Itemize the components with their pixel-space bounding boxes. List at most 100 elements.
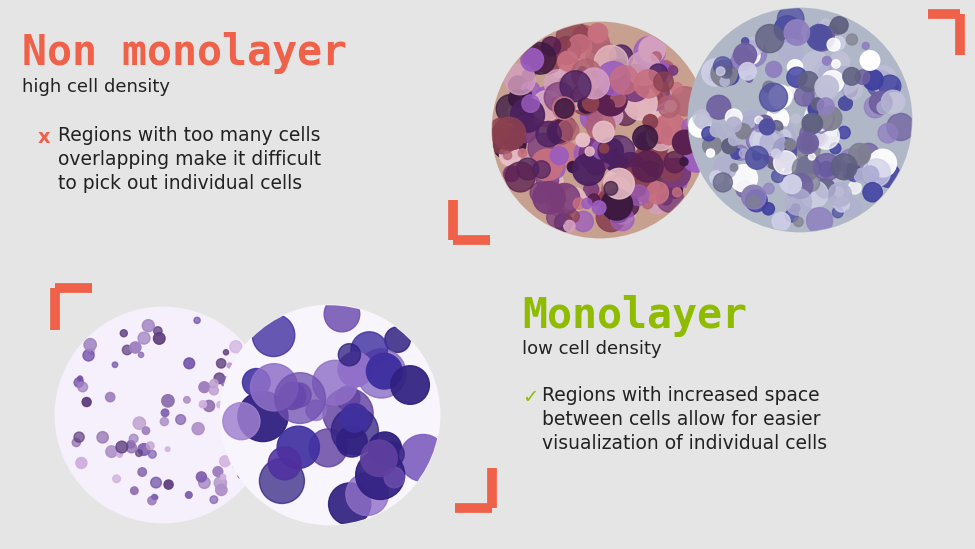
Circle shape <box>742 38 749 45</box>
Circle shape <box>151 477 161 488</box>
Circle shape <box>793 156 818 182</box>
Circle shape <box>517 158 538 180</box>
Circle shape <box>788 189 795 196</box>
Circle shape <box>831 66 859 94</box>
Circle shape <box>661 158 690 188</box>
Circle shape <box>138 468 146 477</box>
Circle shape <box>600 99 614 113</box>
Circle shape <box>815 88 837 109</box>
Circle shape <box>146 442 154 450</box>
Circle shape <box>702 127 716 141</box>
Circle shape <box>838 149 866 176</box>
Circle shape <box>732 48 754 70</box>
Circle shape <box>74 432 84 442</box>
Circle shape <box>618 139 636 156</box>
Circle shape <box>609 198 636 224</box>
Circle shape <box>799 71 818 92</box>
Circle shape <box>600 192 610 203</box>
Circle shape <box>160 418 169 425</box>
Circle shape <box>785 139 796 150</box>
Circle shape <box>786 209 799 222</box>
Circle shape <box>553 37 580 64</box>
Circle shape <box>576 133 590 147</box>
Circle shape <box>279 382 306 410</box>
Circle shape <box>772 212 790 231</box>
Circle shape <box>739 149 748 158</box>
Circle shape <box>194 317 200 323</box>
Circle shape <box>611 177 629 195</box>
Circle shape <box>815 178 835 198</box>
Circle shape <box>678 133 693 148</box>
Circle shape <box>741 41 766 66</box>
Circle shape <box>813 122 839 149</box>
Circle shape <box>259 458 304 503</box>
Circle shape <box>648 111 673 136</box>
Circle shape <box>592 139 611 159</box>
Circle shape <box>733 145 748 160</box>
Circle shape <box>610 92 626 107</box>
Circle shape <box>833 207 843 218</box>
Circle shape <box>640 76 669 105</box>
Circle shape <box>755 111 762 118</box>
Circle shape <box>530 182 551 203</box>
Circle shape <box>753 150 761 160</box>
Circle shape <box>766 108 789 130</box>
Circle shape <box>671 87 700 116</box>
Text: high cell density: high cell density <box>22 78 170 96</box>
Circle shape <box>654 72 674 92</box>
Circle shape <box>567 35 592 59</box>
Circle shape <box>251 363 297 411</box>
Circle shape <box>597 198 604 205</box>
Circle shape <box>818 106 841 130</box>
Circle shape <box>242 362 254 374</box>
Circle shape <box>760 131 785 156</box>
Circle shape <box>230 341 242 353</box>
Circle shape <box>828 183 851 206</box>
Circle shape <box>582 198 592 209</box>
Circle shape <box>815 76 838 99</box>
Circle shape <box>635 142 668 176</box>
Circle shape <box>722 138 737 154</box>
Circle shape <box>367 354 402 389</box>
Circle shape <box>827 168 835 175</box>
Circle shape <box>657 186 683 212</box>
Circle shape <box>790 176 798 183</box>
Circle shape <box>768 100 781 113</box>
Circle shape <box>742 48 753 58</box>
Text: Regions with too many cells: Regions with too many cells <box>58 126 321 145</box>
Circle shape <box>82 397 92 407</box>
Circle shape <box>808 153 815 160</box>
Circle shape <box>832 60 840 68</box>
Circle shape <box>535 133 543 141</box>
Circle shape <box>861 166 878 183</box>
Circle shape <box>488 125 518 154</box>
Circle shape <box>847 166 862 182</box>
Circle shape <box>567 161 578 172</box>
Circle shape <box>138 352 143 357</box>
Circle shape <box>164 480 174 489</box>
Circle shape <box>863 183 882 202</box>
Circle shape <box>192 423 204 435</box>
Circle shape <box>710 171 723 184</box>
Circle shape <box>560 78 566 85</box>
Circle shape <box>723 69 733 80</box>
Circle shape <box>648 120 671 143</box>
Circle shape <box>550 147 568 165</box>
Circle shape <box>152 495 157 500</box>
Circle shape <box>629 80 646 98</box>
Circle shape <box>213 467 223 477</box>
Circle shape <box>599 91 606 98</box>
Circle shape <box>879 105 886 112</box>
Circle shape <box>763 136 775 147</box>
Circle shape <box>56 307 271 523</box>
Circle shape <box>822 71 843 93</box>
Circle shape <box>199 477 210 489</box>
Circle shape <box>78 382 88 392</box>
Circle shape <box>757 161 767 171</box>
Circle shape <box>823 25 835 37</box>
Circle shape <box>587 111 597 121</box>
Circle shape <box>784 138 791 145</box>
Circle shape <box>802 51 830 79</box>
Circle shape <box>127 440 135 448</box>
Circle shape <box>634 177 660 202</box>
